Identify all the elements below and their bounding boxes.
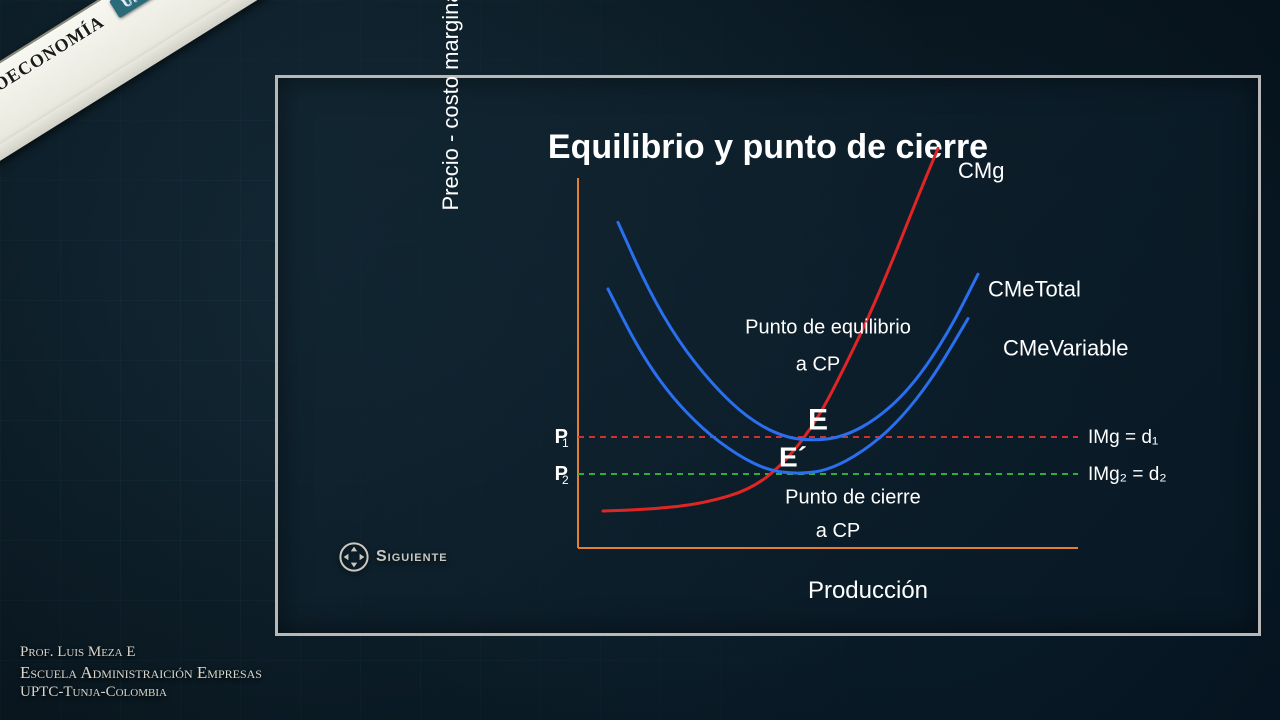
annotation-eq2: a CP xyxy=(796,353,840,375)
chart-title: Equilibrio y punto de cierre xyxy=(278,128,1258,167)
credit-line-1: Prof. Luis Meza E xyxy=(20,643,262,662)
price-right-label-P1: IMg = d₁ xyxy=(1088,427,1158,448)
annotation-close1: Punto de cierre xyxy=(785,487,921,509)
annotation-close2: a CP xyxy=(816,520,860,542)
curve-label-CMg: CMg xyxy=(958,158,1004,183)
nav-arrows-icon xyxy=(338,541,370,573)
price-right-label-P2: IMg₂ = d₂ xyxy=(1088,464,1167,485)
point-label-Eprime: E´ xyxy=(779,442,807,473)
next-label: Siguiente xyxy=(376,548,448,566)
price-label-sub-P2: 2 xyxy=(562,473,569,487)
curve-label-CMeVariable: CMeVariable xyxy=(1003,336,1129,361)
x-axis-label: Producción xyxy=(278,577,1258,605)
point-label-E: E xyxy=(808,404,828,437)
next-button[interactable]: Siguiente xyxy=(338,541,448,573)
chart-panel: Equilibrio y punto de cierre Precio - co… xyxy=(275,75,1261,636)
curve-label-CMeTotal: CMeTotal xyxy=(988,276,1081,301)
credit-line-3: UPTC-Tunja-Colombia xyxy=(20,683,262,702)
annotation-eq1: Punto de equilibrio xyxy=(745,316,911,338)
y-axis-label: Precio - costo marginal xyxy=(438,0,464,248)
price-label-sub-P1: 1 xyxy=(562,436,569,450)
cost-curves-chart: P1IMg = d₁P2IMg₂ = d₂CMgCMeTotalCMeVaria… xyxy=(478,178,1198,578)
credit-line-2: Escuela Administraición Empresas xyxy=(20,662,262,683)
credits: Prof. Luis Meza E Escuela Administraició… xyxy=(20,643,262,702)
